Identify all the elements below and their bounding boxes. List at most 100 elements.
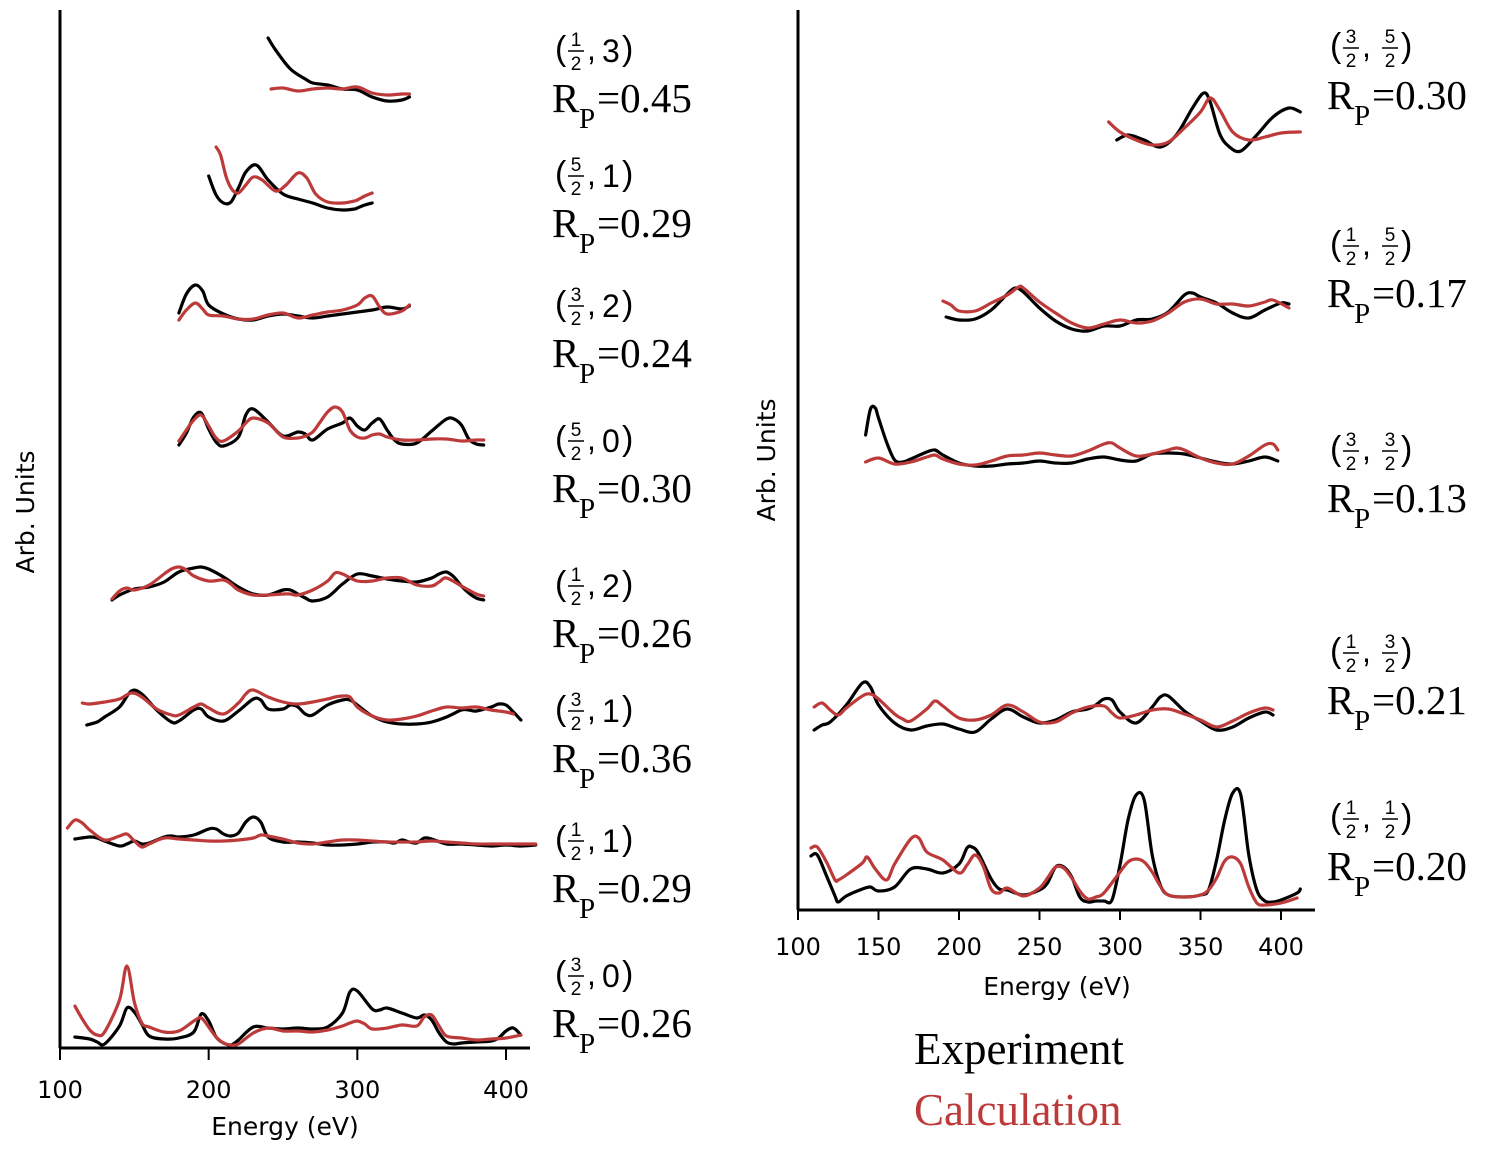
left-curves bbox=[65, 36, 538, 1047]
rp-value: =0.36 bbox=[597, 735, 692, 781]
rp-value: =0.17 bbox=[1372, 270, 1467, 316]
right-beam-label-2: (32, 32)R P =0.13 bbox=[1327, 430, 1467, 535]
rp-subscript: P bbox=[1354, 871, 1370, 903]
fraction-denominator: 2 bbox=[571, 179, 582, 200]
fraction-numerator: 3 bbox=[1346, 430, 1357, 451]
rp-value: =0.13 bbox=[1372, 475, 1467, 521]
paren-close: ) bbox=[622, 30, 633, 68]
rp-letter: R bbox=[552, 610, 580, 656]
rp-subscript: P bbox=[579, 493, 595, 525]
left-curve-group-5 bbox=[80, 688, 523, 727]
fraction-denominator: 2 bbox=[571, 444, 582, 465]
left-curve-group-7 bbox=[73, 964, 523, 1047]
comma: , bbox=[587, 956, 596, 992]
left-beam-labels: (12, 3)R P =0.45(52, 1)R P =0.29(32, 2)R P =0.24(… bbox=[552, 30, 692, 1060]
rp-letter: R bbox=[1327, 270, 1355, 316]
fraction-numerator: 5 bbox=[571, 420, 582, 441]
rp-letter: R bbox=[552, 735, 580, 781]
paren-open: ( bbox=[555, 285, 567, 323]
fraction-numerator: 1 bbox=[571, 820, 582, 841]
comma: , bbox=[1362, 633, 1371, 669]
left-beam-label-7: (3 2, 0) R P =0.26 bbox=[552, 955, 692, 1060]
right-experiment-curve-3 bbox=[812, 680, 1275, 735]
beam-index-l: 2 bbox=[602, 288, 620, 324]
rp-value: =0.20 bbox=[1372, 843, 1467, 889]
right-beam-labels: (32, 52)R P =0.30(12, 52)R P =0.17(32, 32)R P =0.… bbox=[1327, 27, 1467, 903]
comma: , bbox=[587, 566, 596, 602]
fraction-numerator: 5 bbox=[571, 155, 582, 176]
left-tick-label-300: 300 bbox=[334, 1076, 380, 1104]
right-calculation-curve-2 bbox=[864, 441, 1280, 467]
right-calculation-curve-4 bbox=[809, 834, 1299, 907]
right-tick-group: 100 150 200 250 300 350 400 bbox=[775, 910, 1304, 961]
comma: , bbox=[587, 421, 596, 457]
rp-letter: R bbox=[1327, 72, 1355, 118]
left-calculation-curve-6 bbox=[65, 818, 538, 849]
comma: , bbox=[1362, 226, 1371, 262]
fraction-numerator: 5 bbox=[1385, 27, 1396, 48]
legend: Experiment Calculation bbox=[914, 1024, 1124, 1135]
rp-value: =0.26 bbox=[597, 1000, 692, 1046]
fraction-denominator: 2 bbox=[1385, 822, 1396, 843]
rp-subscript: P bbox=[1354, 705, 1370, 737]
left-experiment-curve-1 bbox=[207, 163, 374, 212]
right-calculation-curve-0 bbox=[1107, 96, 1302, 147]
paren-close: ) bbox=[622, 420, 633, 458]
left-curve-group-2 bbox=[177, 283, 411, 322]
beam-index-l: 0 bbox=[602, 958, 620, 994]
rp-subscript: P bbox=[579, 763, 595, 795]
rp-value: =0.30 bbox=[597, 465, 692, 511]
paren-close: ) bbox=[1401, 632, 1412, 670]
fraction-denominator: 2 bbox=[571, 54, 582, 75]
rp-subscript: P bbox=[579, 638, 595, 670]
paren-close: ) bbox=[1401, 798, 1412, 836]
rp-letter: R bbox=[552, 465, 580, 511]
fraction-denominator: 2 bbox=[571, 589, 582, 610]
rp-subscript: P bbox=[1354, 298, 1370, 330]
right-x-axis-label: Energy (eV) bbox=[983, 972, 1130, 1001]
fraction-denominator: 2 bbox=[571, 309, 582, 330]
left-experiment-curve-5 bbox=[85, 688, 523, 727]
paren-open: ( bbox=[555, 30, 567, 68]
right-beam-label-4: (12, 12)R P =0.20 bbox=[1327, 798, 1467, 903]
right-beam-label-0: (3 2, 5 2) R P =0.30 bbox=[1327, 27, 1467, 132]
comma: , bbox=[587, 156, 596, 192]
fraction-denominator: 2 bbox=[1346, 249, 1357, 270]
right-experiment-curve-4 bbox=[809, 786, 1302, 905]
beam-index-l: 1 bbox=[602, 158, 620, 194]
right-curve-group-2 bbox=[864, 404, 1280, 468]
fraction-numerator: 1 bbox=[571, 30, 582, 51]
left-experiment-curve-3 bbox=[177, 407, 486, 448]
fraction-denominator: 2 bbox=[1346, 51, 1357, 72]
rp-value: =0.30 bbox=[1372, 72, 1467, 118]
left-tick-label-400: 400 bbox=[483, 1076, 529, 1104]
right-tick-label-150: 150 bbox=[856, 933, 902, 961]
left-calculation-curve-1 bbox=[214, 145, 374, 205]
left-beam-label-3: (5 2, 0) R P =0.30 bbox=[552, 420, 692, 525]
left-experiment-curve-0 bbox=[266, 36, 411, 103]
paren-open: ( bbox=[1330, 225, 1342, 263]
left-beam-label-0: (1 2, 3) R P =0.45 bbox=[552, 30, 692, 135]
fraction-denominator: 2 bbox=[1385, 51, 1396, 72]
paren-open: ( bbox=[555, 155, 567, 193]
rp-letter: R bbox=[552, 200, 580, 246]
rp-value: =0.29 bbox=[597, 200, 692, 246]
rp-letter: R bbox=[552, 330, 580, 376]
right-tick-label-250: 250 bbox=[1017, 933, 1063, 961]
right-beam-label-3: (1 2, 3 2) R P =0.21 bbox=[1327, 632, 1467, 737]
left-beam-label-6: (12, 1)R P =0.29 bbox=[552, 820, 692, 925]
paren-close: ) bbox=[1401, 27, 1412, 65]
rp-letter: R bbox=[552, 1000, 580, 1046]
fraction-numerator: 5 bbox=[1385, 225, 1396, 246]
right-curve-group-4 bbox=[809, 786, 1302, 907]
paren-open: ( bbox=[555, 420, 567, 458]
beam-index-l: 1 bbox=[602, 693, 620, 729]
right-tick-label-300: 300 bbox=[1097, 933, 1143, 961]
paren-close: ) bbox=[622, 955, 633, 993]
paren-close: ) bbox=[1401, 430, 1412, 468]
beam-index-l: 0 bbox=[602, 423, 620, 459]
fraction-denominator: 2 bbox=[571, 844, 582, 865]
fraction-numerator: 3 bbox=[1346, 27, 1357, 48]
left-beam-label-2: (32, 2)R P =0.24 bbox=[552, 285, 692, 390]
